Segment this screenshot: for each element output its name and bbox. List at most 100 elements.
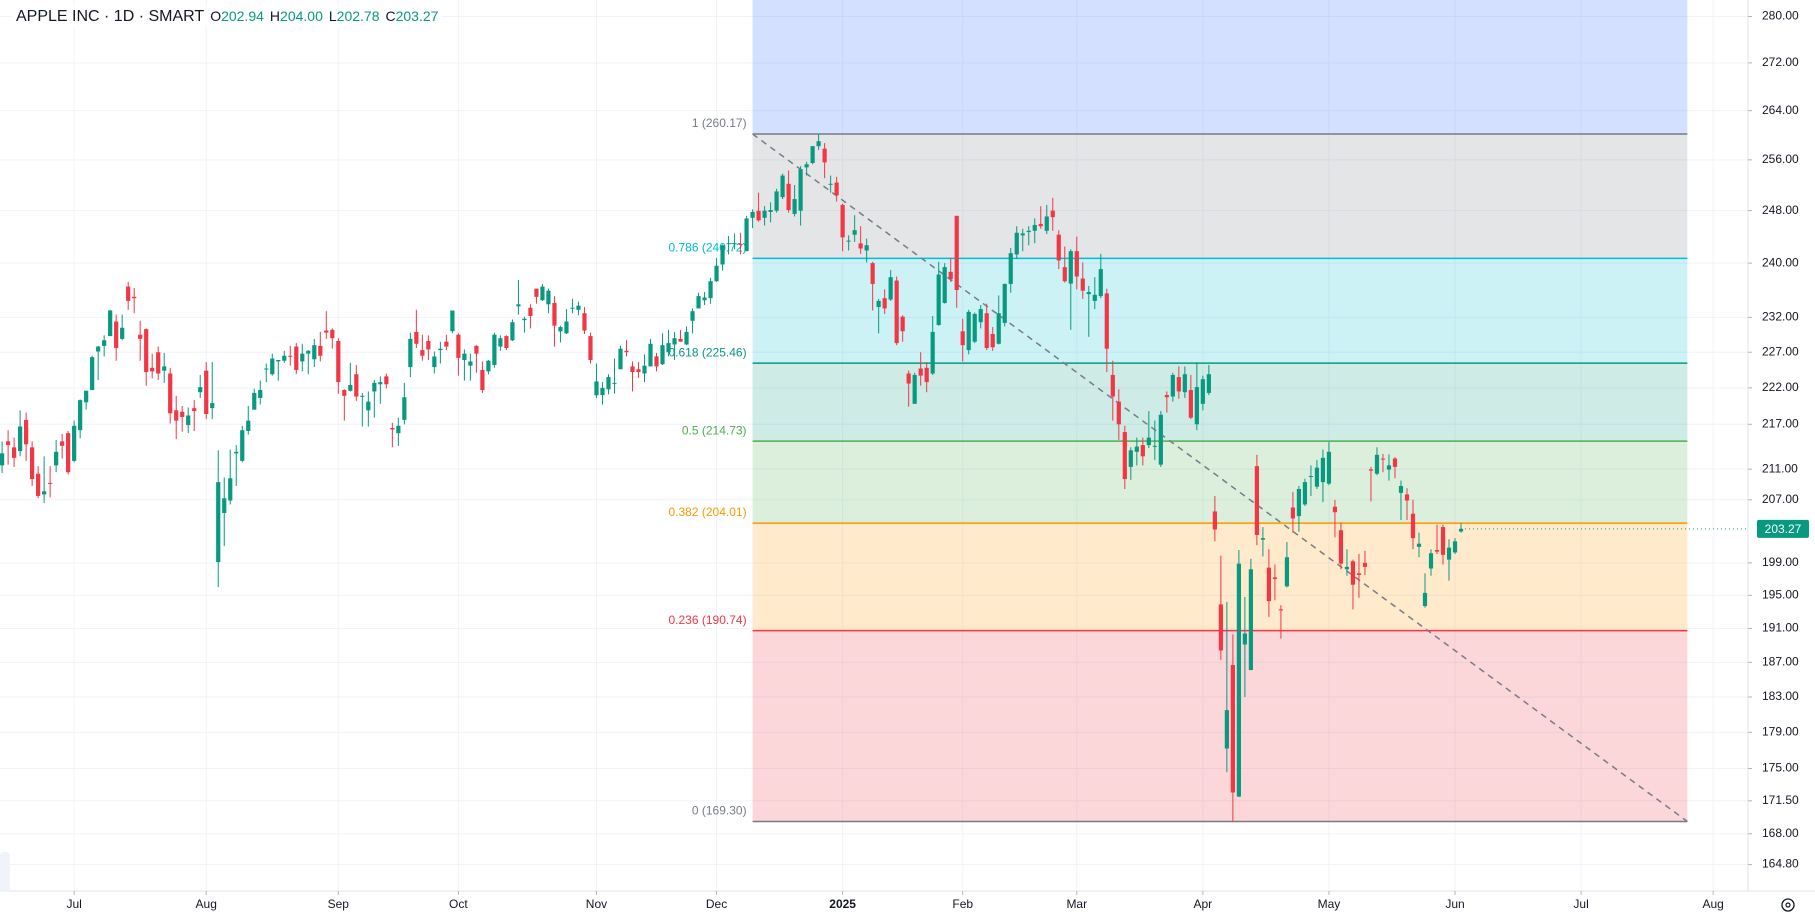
x-tick-label: Feb — [952, 897, 973, 911]
y-tick-label: 240.00 — [1762, 255, 1799, 269]
candle-body — [246, 420, 251, 431]
candle-body — [864, 245, 869, 251]
y-tick-label: 256.00 — [1762, 152, 1799, 166]
y-tick-label: 191.00 — [1762, 621, 1799, 635]
candle-body — [1020, 233, 1025, 236]
candle-body — [648, 343, 653, 367]
candle-body — [828, 183, 833, 185]
candle-body — [918, 368, 923, 376]
candle-body — [720, 245, 725, 265]
settings-button[interactable] — [1781, 898, 1795, 912]
candle-body — [258, 390, 263, 398]
y-tick-label: 195.00 — [1762, 588, 1799, 602]
candle-body — [270, 358, 275, 375]
scroll-left-button[interactable] — [0, 852, 10, 892]
candle-body — [264, 368, 269, 370]
x-tick-label: Aug — [196, 897, 217, 911]
candle-body — [888, 277, 893, 300]
gear-icon[interactable] — [1781, 898, 1795, 912]
gear-center[interactable] — [1785, 902, 1791, 908]
candle-body — [180, 411, 185, 417]
fib-band — [752, 134, 1688, 259]
candle-body — [498, 338, 503, 347]
candle-body — [348, 384, 353, 391]
candle-body — [1386, 465, 1392, 470]
candle-body — [732, 243, 737, 245]
candle-body — [18, 426, 23, 452]
candle-body — [1344, 566, 1350, 570]
ohlc-item: L202.78 — [329, 8, 380, 24]
candle-body — [420, 350, 425, 356]
candle-body — [726, 243, 731, 245]
candle-body — [630, 366, 635, 373]
candle-body — [1164, 395, 1169, 398]
candle-body — [252, 392, 257, 410]
candle-body — [1266, 567, 1271, 602]
candle-body — [1326, 451, 1332, 484]
candle-body — [60, 441, 65, 446]
candle-body — [1188, 390, 1193, 418]
candle-body — [12, 447, 17, 458]
last-price-label: 203.27 — [1765, 522, 1802, 536]
candle-body — [144, 329, 149, 373]
y-tick-label: 187.00 — [1762, 655, 1799, 669]
fib-band — [752, 441, 1688, 524]
candle-body — [468, 361, 473, 366]
candle-body — [378, 382, 383, 385]
y-tick-label: 207.00 — [1762, 492, 1799, 506]
candle-body — [912, 374, 917, 404]
candle-body — [492, 334, 497, 365]
candle-body — [1152, 445, 1157, 447]
candle-body — [834, 182, 839, 196]
candle-body — [216, 482, 221, 563]
candle-body — [114, 321, 119, 349]
candle-body — [96, 346, 101, 352]
candle-body — [1176, 377, 1181, 392]
y-tick-label: 199.00 — [1762, 555, 1799, 569]
candle-body — [426, 340, 431, 350]
candle-body — [624, 350, 629, 353]
candle-body — [1230, 664, 1235, 793]
candle-body — [480, 369, 485, 391]
candle-body — [990, 334, 995, 348]
ohlc-value: 204.00 — [280, 8, 323, 24]
candle-body — [1080, 278, 1085, 291]
candle-body — [804, 164, 809, 168]
candle-body — [1416, 543, 1422, 547]
candle-body — [750, 211, 755, 218]
candle-body — [660, 345, 665, 365]
candle-body — [102, 340, 107, 346]
candle-body — [816, 141, 821, 147]
ohlc-value: 203.27 — [395, 8, 439, 24]
candle-body — [198, 387, 203, 393]
candle-body — [900, 316, 905, 332]
candle-body — [294, 346, 299, 370]
candle-body — [666, 343, 671, 353]
candle-body — [1368, 469, 1374, 471]
candle-body — [366, 401, 371, 411]
y-tick-label: 232.00 — [1762, 310, 1799, 324]
candle-body — [1098, 269, 1103, 297]
candle-body — [240, 430, 245, 461]
candle-body — [156, 352, 161, 374]
ohlc-item: H204.00 — [270, 8, 323, 24]
ohlc-item: C203.27 — [385, 8, 438, 24]
candle-body — [432, 356, 437, 368]
candle-body — [1086, 292, 1091, 295]
y-tick-label: 179.00 — [1762, 724, 1799, 738]
candle-body — [390, 428, 395, 430]
candle-body — [1158, 414, 1163, 465]
candle-body — [672, 338, 677, 345]
symbol-title: APPLE INC · 1D · SMART — [16, 8, 205, 25]
candle-body — [1254, 466, 1259, 535]
candle-body — [54, 451, 59, 466]
candle-body — [552, 302, 557, 326]
candle-body — [1290, 507, 1296, 519]
ohlc-key: L — [328, 8, 337, 24]
x-tick-label: Aug — [1702, 897, 1723, 911]
ohlc-item: O202.94 — [210, 8, 264, 24]
candle-body — [780, 175, 785, 198]
candle-body — [684, 331, 689, 345]
y-tick-label: 248.00 — [1762, 203, 1799, 217]
